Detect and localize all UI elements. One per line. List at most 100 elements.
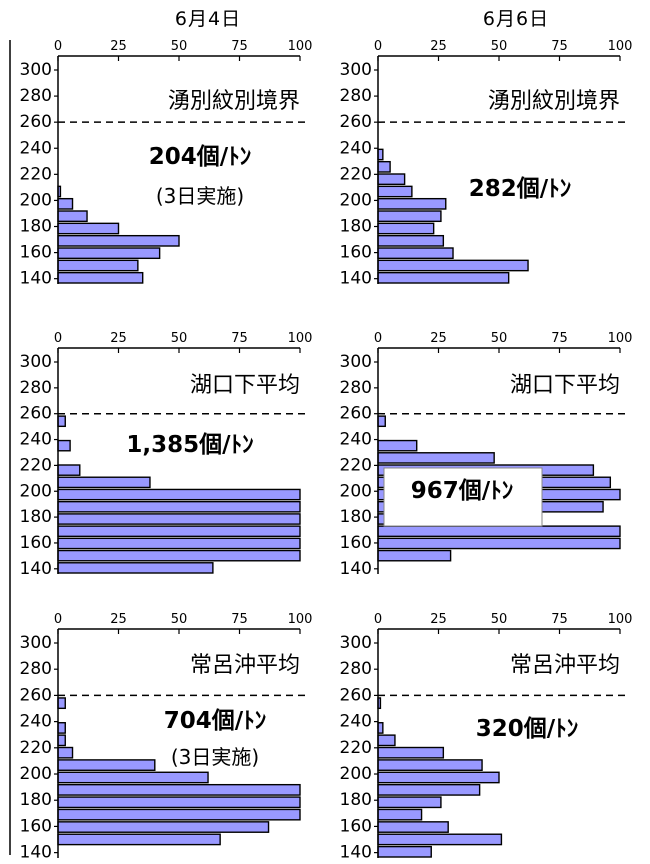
y-tick-label: 260 bbox=[20, 404, 52, 424]
x-tick-label: 25 bbox=[430, 612, 447, 627]
x-tick-label: 50 bbox=[491, 612, 508, 627]
panel-location-title: 常呂沖平均 bbox=[190, 653, 300, 678]
bar bbox=[377, 210, 442, 223]
x-tick-label: 25 bbox=[110, 612, 127, 627]
bar bbox=[57, 771, 209, 784]
y-tick-label: 160 bbox=[340, 243, 372, 263]
x-tick-label: 100 bbox=[288, 612, 313, 627]
x-tick-label: 25 bbox=[110, 39, 127, 54]
y-tick-label: 180 bbox=[340, 790, 372, 810]
panel-location-title: 湖口下平均 bbox=[190, 373, 300, 398]
bar bbox=[377, 234, 445, 247]
bar bbox=[57, 513, 301, 525]
y-tick-label: 200 bbox=[20, 764, 52, 784]
x-tick-label: 75 bbox=[551, 331, 568, 346]
bar bbox=[57, 796, 301, 809]
y-tick-label: 240 bbox=[20, 712, 52, 732]
bar bbox=[377, 259, 529, 272]
y-tick-label: 220 bbox=[340, 164, 372, 184]
y-tick-label: 280 bbox=[20, 659, 52, 679]
x-tick-label: 100 bbox=[288, 39, 313, 54]
bar bbox=[57, 783, 301, 796]
bar bbox=[57, 488, 301, 501]
y-tick-label: 240 bbox=[340, 430, 372, 450]
bar bbox=[377, 833, 503, 846]
bar bbox=[57, 722, 66, 734]
y-tick-label: 200 bbox=[340, 764, 372, 784]
bar bbox=[377, 549, 452, 562]
bar bbox=[57, 734, 66, 747]
y-tick-label: 180 bbox=[20, 217, 52, 237]
y-tick-label: 180 bbox=[20, 507, 52, 527]
x-tick-label: 75 bbox=[231, 39, 248, 54]
bar bbox=[377, 439, 418, 452]
y-tick-label: 160 bbox=[340, 533, 372, 553]
bar bbox=[57, 234, 180, 247]
bar bbox=[377, 845, 432, 858]
bar bbox=[57, 537, 301, 550]
x-tick-label: 50 bbox=[491, 331, 508, 346]
x-tick-label: 0 bbox=[54, 331, 62, 346]
y-tick-label: 200 bbox=[340, 481, 372, 501]
column-title-june6: 6月6日 bbox=[482, 8, 550, 30]
y-tick-label: 140 bbox=[20, 269, 52, 289]
y-tick-label: 180 bbox=[340, 507, 372, 527]
count-annotation: 967個/ﾄﾝ bbox=[411, 478, 513, 504]
x-tick-label: 50 bbox=[171, 331, 188, 346]
bar bbox=[377, 197, 447, 210]
bar bbox=[57, 415, 66, 428]
x-tick-label: 50 bbox=[171, 612, 188, 627]
bar bbox=[57, 197, 74, 210]
bar bbox=[377, 734, 396, 747]
y-tick-label: 220 bbox=[20, 455, 52, 475]
annotation-box bbox=[383, 467, 543, 527]
y-tick-label: 140 bbox=[340, 269, 372, 289]
bar bbox=[57, 697, 66, 710]
count-annotation: 1,385個/ﾄﾝ bbox=[126, 432, 253, 458]
bar bbox=[377, 821, 449, 833]
bar bbox=[377, 247, 454, 260]
bar bbox=[57, 833, 221, 846]
bar bbox=[57, 746, 74, 759]
x-tick-label: 0 bbox=[54, 612, 62, 627]
column-title-june4: 6月4日 bbox=[174, 8, 242, 30]
y-tick-label: 260 bbox=[20, 685, 52, 705]
x-tick-label: 100 bbox=[608, 39, 633, 54]
y-tick-label: 280 bbox=[340, 86, 372, 106]
y-tick-label: 260 bbox=[340, 404, 372, 424]
y-tick-label: 180 bbox=[340, 217, 372, 237]
y-tick-label: 240 bbox=[20, 430, 52, 450]
bar bbox=[57, 500, 301, 513]
x-tick-label: 0 bbox=[374, 39, 382, 54]
bar bbox=[377, 771, 500, 784]
bar bbox=[57, 808, 301, 821]
x-tick-label: 100 bbox=[288, 331, 313, 346]
bar bbox=[57, 247, 161, 260]
y-tick-label: 280 bbox=[340, 659, 372, 679]
x-tick-label: 100 bbox=[608, 331, 633, 346]
y-tick-label: 260 bbox=[20, 112, 52, 132]
x-tick-label: 0 bbox=[374, 612, 382, 627]
y-tick-label: 240 bbox=[20, 138, 52, 158]
y-tick-label: 200 bbox=[20, 481, 52, 501]
x-tick-label: 100 bbox=[608, 612, 633, 627]
y-tick-label: 240 bbox=[340, 138, 372, 158]
y-tick-label: 300 bbox=[20, 352, 52, 372]
x-tick-label: 75 bbox=[551, 612, 568, 627]
y-tick-label: 160 bbox=[20, 243, 52, 263]
y-tick-label: 160 bbox=[20, 533, 52, 553]
y-tick-label: 140 bbox=[20, 559, 52, 579]
y-tick-label: 300 bbox=[340, 352, 372, 372]
y-tick-label: 140 bbox=[340, 559, 372, 579]
bar bbox=[377, 452, 495, 464]
x-tick-label: 25 bbox=[110, 331, 127, 346]
bar bbox=[377, 759, 483, 771]
bar bbox=[377, 173, 406, 186]
bar bbox=[57, 759, 156, 771]
bar bbox=[377, 185, 413, 198]
bar bbox=[57, 439, 71, 452]
bar bbox=[377, 537, 621, 550]
bar bbox=[57, 259, 139, 272]
